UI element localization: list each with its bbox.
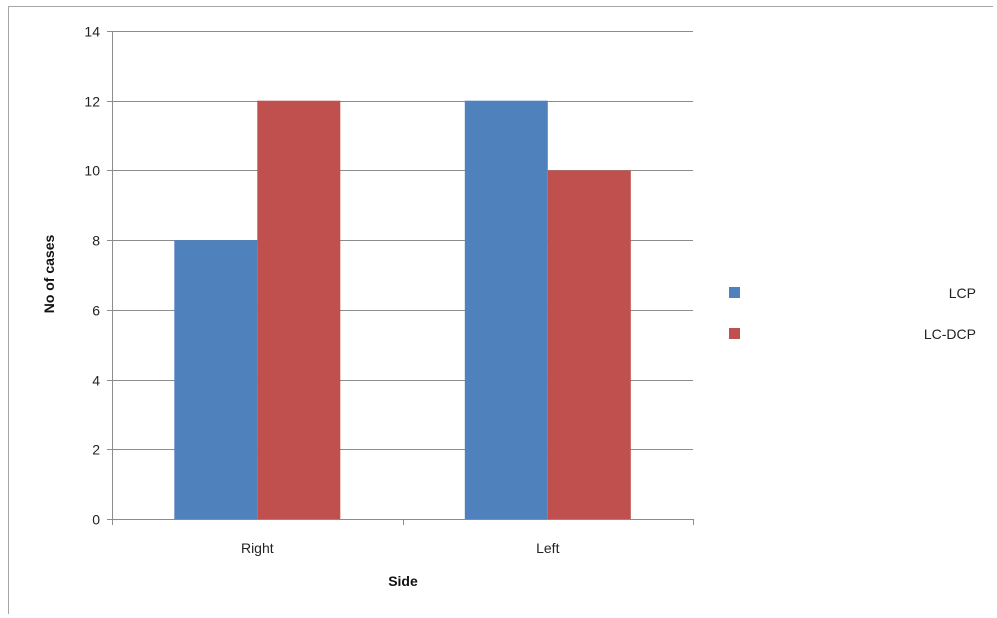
axes <box>107 31 694 525</box>
legend-label-lcp: LCP <box>949 285 976 301</box>
legend-swatch-lcp <box>729 287 740 298</box>
y-tick-label: 6 <box>92 303 100 319</box>
bar-lc-dcp-right <box>257 100 341 519</box>
y-tick-label: 14 <box>84 24 100 40</box>
y-tick-label: 12 <box>84 94 100 110</box>
bar-lcp-left <box>464 100 548 519</box>
y-tick-label: 0 <box>92 512 100 528</box>
x-tick-labels: Right Left <box>241 540 560 556</box>
bar-lc-dcp-left <box>547 170 631 519</box>
y-axis-title: No of cases <box>41 234 57 313</box>
x-tick-label: Right <box>241 540 274 556</box>
legend-swatch-lc-dcp <box>729 328 740 339</box>
y-tick-label: 8 <box>92 233 100 249</box>
x-axis-title: Side <box>388 573 418 589</box>
legend-label-lc-dcp: LC-DCP <box>924 326 976 342</box>
bars <box>174 100 631 519</box>
y-tick-label: 4 <box>92 373 100 389</box>
y-tick-label: 2 <box>92 442 100 458</box>
bar-lcp-right <box>174 240 258 519</box>
legend: LCP LC-DCP <box>729 285 976 342</box>
chart-frame <box>8 6 993 614</box>
y-tick-label: 10 <box>84 163 100 179</box>
x-tick-label: Left <box>536 540 559 556</box>
y-tick-labels: 0 2 4 6 8 10 12 14 <box>84 24 100 528</box>
